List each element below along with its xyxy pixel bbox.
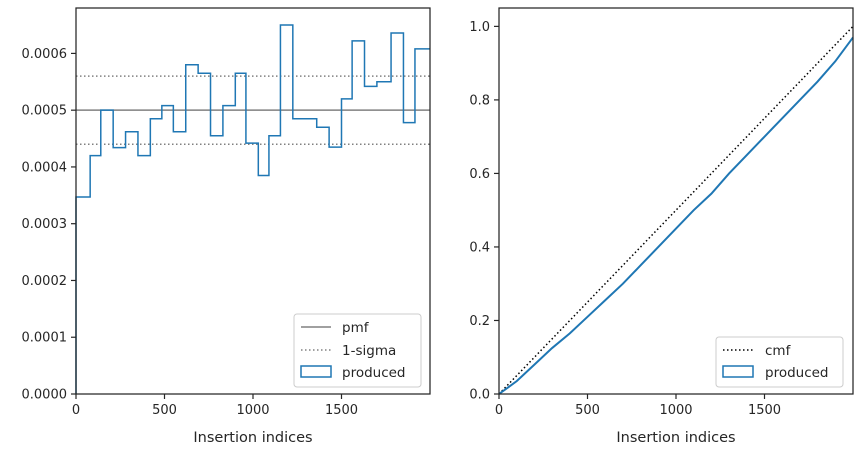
left-marks [75, 24, 430, 394]
left-xtick-label: 0 [72, 403, 80, 418]
legend-produced-label-right: produced [765, 365, 829, 381]
left-x-axis-label: Insertion indices [193, 430, 312, 446]
produced-histogram-step [75, 24, 430, 394]
right-ytick-label: 0.0 [469, 388, 490, 403]
right-ytick-label: 0.6 [469, 167, 490, 182]
produced-cumulative-line [498, 36, 854, 395]
right-x-axis-label: Insertion indices [616, 430, 735, 446]
left-xtick-label: 500 [152, 403, 177, 418]
right-ytick-label: 0.8 [469, 93, 490, 108]
right-xtick-label: 1500 [748, 403, 781, 418]
legend-produced-patch-right [722, 365, 754, 378]
right-x-ticks: 0 500 1000 1500 [495, 394, 781, 418]
left-x-ticks: 0 500 1000 1500 [72, 394, 358, 418]
left-xtick-label: 1500 [325, 403, 358, 418]
right-ytick-label: 0.4 [469, 240, 490, 255]
legend-sigma-label: 1-sigma [342, 343, 396, 359]
left-ytick-label: 0.0002 [22, 274, 68, 289]
right-marks [498, 25, 854, 395]
left-ytick-label: 0.0003 [22, 217, 68, 232]
left-legend: pmf 1-sigma produced [293, 313, 422, 388]
left-y-ticks: 0.0000 0.0001 0.0002 0.0003 0.0004 0.0005 0.00… [22, 47, 76, 403]
right-chart: 0 500 1000 1500 0.0 0.2 0.4 0.6 0.8 1.0 Insertio… [469, 7, 854, 446]
right-xtick-label: 1000 [659, 403, 692, 418]
legend-produced-patch [300, 365, 332, 378]
right-ytick-label: 1.0 [469, 20, 490, 35]
right-xtick-label: 0 [495, 403, 503, 418]
right-y-ticks: 0.0 0.2 0.4 0.6 0.8 1.0 [469, 20, 499, 403]
right-ytick-label: 0.2 [469, 314, 490, 329]
legend-produced-label: produced [342, 365, 406, 381]
legend-cmf-label: cmf [765, 343, 792, 359]
right-axes-frame [498, 7, 854, 395]
left-chart: 0 500 1000 1500 0.00000.00010.00020.00030.0… [22, 7, 431, 446]
left-ytick-label: 0.0001 [22, 331, 68, 346]
left-xtick-label: 1000 [236, 403, 269, 418]
right-legend: cmf produced [715, 336, 844, 388]
right-xtick-label: 500 [575, 403, 600, 418]
left-legend-box [293, 313, 422, 388]
left-ytick-label: 0.0006 [22, 47, 68, 62]
left-ytick-label: 0.0004 [22, 160, 68, 175]
legend-pmf-label: pmf [342, 320, 370, 336]
cmf-line [498, 25, 854, 395]
left-ytick-label: 0.0005 [22, 104, 68, 119]
left-ytick-label: 0.0000 [22, 388, 68, 403]
